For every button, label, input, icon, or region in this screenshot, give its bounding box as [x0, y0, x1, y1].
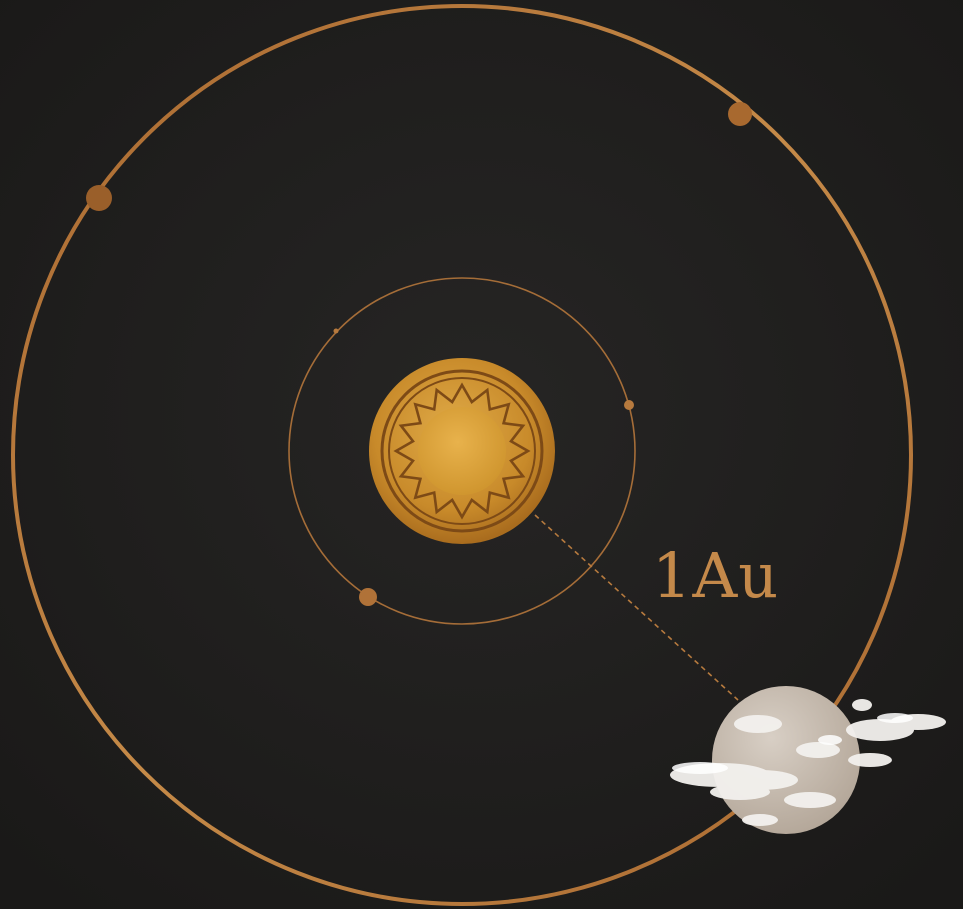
cloudy-planet-icon: [670, 686, 946, 834]
inner-orbit-marker-small: [333, 328, 339, 334]
outer-orbit-marker-left: [86, 185, 112, 211]
distance-label: 1Au: [652, 539, 779, 612]
outer-orbit-marker-right: [728, 102, 752, 126]
inner-orbit: [288, 277, 636, 625]
outer-orbit: [11, 4, 913, 906]
inner-orbit-marker-bottom: [359, 588, 377, 606]
inner-orbit-marker-right: [624, 400, 634, 410]
sun-icon: [369, 358, 555, 544]
distance-line: [534, 514, 739, 701]
